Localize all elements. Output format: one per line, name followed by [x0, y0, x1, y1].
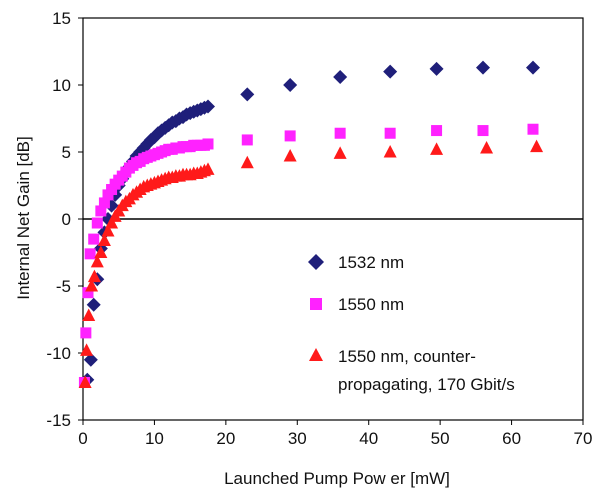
square-point — [334, 127, 346, 139]
y-tick-label: -10 — [46, 344, 71, 363]
diamond-point — [526, 60, 540, 75]
x-tick-label: 0 — [78, 429, 87, 448]
triangle-point — [82, 308, 96, 321]
triangle-point — [97, 233, 111, 246]
legend-label-1532nm: 1532 nm — [338, 253, 404, 272]
y-tick-label: -15 — [46, 411, 71, 430]
triangle-point — [105, 216, 119, 229]
triangle-point — [430, 142, 444, 155]
legend-label-1550nm: 1550 nm — [338, 295, 404, 314]
triangle-point — [383, 145, 397, 158]
y-tick-label: 15 — [52, 9, 71, 28]
square-marker-icon — [310, 298, 322, 310]
triangle-point — [101, 224, 115, 237]
diamond-point — [283, 78, 298, 92]
y-axis-title: Internal Net Gain [dB] — [14, 136, 33, 299]
triangle-point — [333, 146, 347, 159]
x-axis-ticks: 0 10 20 30 40 50 60 70 — [78, 420, 592, 448]
triangle-point — [85, 279, 99, 292]
triangle-point — [80, 343, 94, 356]
square-point — [88, 233, 100, 245]
y-axis-ticks: 15 10 5 0 -5 -10 -15 — [46, 9, 83, 430]
square-point — [84, 248, 96, 260]
square-point — [98, 197, 110, 209]
square-point — [241, 134, 253, 146]
series-3 — [78, 139, 544, 388]
y-tick-label: -5 — [56, 277, 71, 296]
diamond-point — [83, 352, 98, 367]
triangle-point — [94, 245, 108, 258]
square-point — [202, 138, 214, 150]
triangle-point — [283, 149, 297, 162]
diamond-point — [333, 69, 348, 84]
square-point — [527, 123, 539, 135]
triangle-point — [240, 155, 254, 169]
x-tick-label: 70 — [574, 429, 593, 448]
square-point — [477, 125, 489, 137]
square-point — [80, 327, 92, 339]
x-tick-label: 60 — [502, 429, 521, 448]
triangle-marker-icon — [309, 348, 323, 361]
x-tick-label: 50 — [431, 429, 450, 448]
triangle-point — [530, 139, 544, 153]
diamond-point — [383, 64, 398, 79]
diamond-point — [429, 61, 444, 76]
triangle-point — [78, 375, 92, 388]
legend-item-1550nm-counter: 1550 nm, counter- propagating, 170 Gbit/… — [309, 347, 515, 394]
x-tick-label: 10 — [145, 429, 164, 448]
diamond-point — [86, 297, 101, 312]
legend-item-1550nm: 1550 nm — [310, 295, 404, 314]
series-1 — [80, 60, 540, 387]
series-2 — [78, 123, 539, 388]
diamond-point — [476, 60, 490, 75]
triangle-point — [90, 254, 104, 268]
legend-item-1532nm: 1532 nm — [308, 253, 404, 272]
square-point — [82, 287, 94, 299]
diamond-point — [201, 99, 215, 114]
diamond-marker-icon — [308, 254, 324, 270]
data-markers — [78, 60, 544, 388]
y-tick-label: 0 — [62, 210, 71, 229]
legend-label-1550nm-counter-line2: propagating, 170 Gbit/s — [338, 375, 515, 394]
x-tick-label: 30 — [288, 429, 307, 448]
square-point — [95, 205, 107, 217]
square-point — [384, 127, 396, 139]
legend-label-1550nm-counter-line1: 1550 nm, counter- — [338, 347, 476, 366]
triangle-point — [480, 140, 494, 154]
triangle-point — [87, 269, 101, 283]
square-point — [91, 217, 103, 229]
legend: 1532 nm 1550 nm 1550 nm, counter- propag… — [308, 253, 515, 394]
square-point — [284, 130, 296, 142]
plot-area — [82, 17, 584, 421]
diamond-point — [240, 87, 255, 102]
square-point — [431, 125, 443, 137]
x-tick-label: 40 — [359, 429, 378, 448]
triangle-point — [201, 162, 215, 175]
y-tick-label: 10 — [52, 76, 71, 95]
x-axis-title: Launched Pump Pow er [mW] — [224, 469, 450, 488]
y-tick-label: 5 — [62, 143, 71, 162]
x-tick-label: 20 — [216, 429, 235, 448]
